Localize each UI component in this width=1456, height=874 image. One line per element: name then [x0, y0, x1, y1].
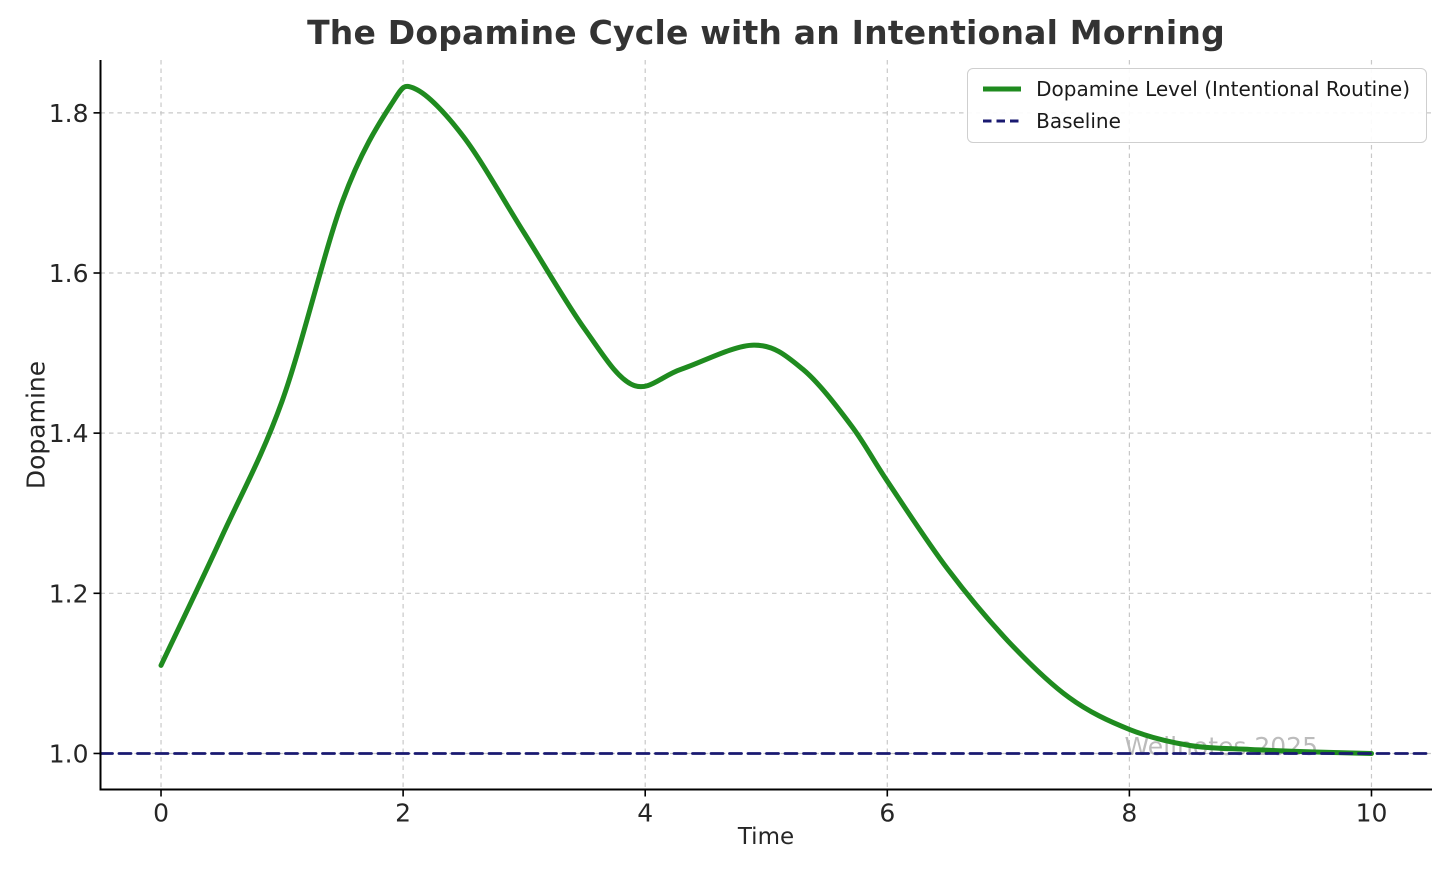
dopamine-curve: [158, 83, 1374, 756]
y-tick-label-4: 1.8: [49, 99, 89, 128]
y-tick-label-2: 1.4: [49, 419, 89, 448]
y-tick-label-3: 1.6: [49, 259, 89, 288]
x-tick-label-4: 8: [1121, 799, 1137, 828]
x-tick-label-0: 0: [153, 799, 169, 828]
x-tick-label-3: 6: [879, 799, 895, 828]
x-axis-label: Time: [737, 824, 795, 850]
legend-line-solid-icon: [983, 86, 1022, 92]
legend: Dopamine Level (Intentional Routine) Bas…: [967, 68, 1427, 143]
y-axis-label: Dopamine: [21, 360, 51, 490]
legend-line-dashed-icon: [983, 119, 1022, 123]
x-tick-label-1: 2: [395, 799, 411, 828]
y-tick-label-0: 1.0: [49, 739, 89, 768]
x-tick-label-2: 4: [637, 799, 653, 828]
legend-label-baseline: Baseline: [1036, 109, 1121, 133]
chart-title: The Dopamine Cycle with an Intentional M…: [307, 13, 1225, 52]
legend-item-dopamine: Dopamine Level (Intentional Routine): [982, 75, 1410, 103]
x-tick-label-5: 10: [1356, 799, 1388, 828]
legend-label-dopamine: Dopamine Level (Intentional Routine): [1036, 77, 1410, 101]
y-tick-label-1: 1.2: [49, 579, 89, 608]
legend-item-baseline: Baseline: [982, 107, 1410, 135]
